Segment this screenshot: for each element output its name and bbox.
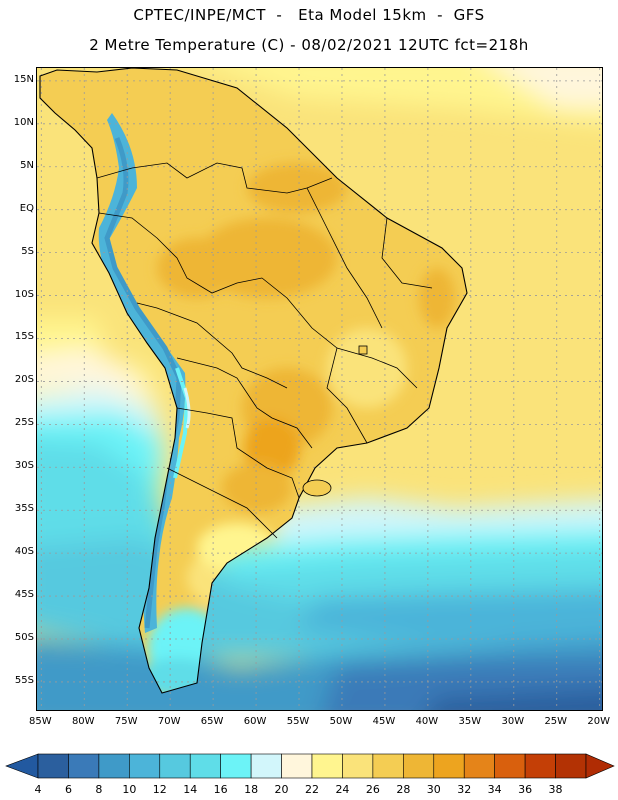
longitude-label: 60W xyxy=(244,716,267,727)
colorbar-swatch xyxy=(525,754,555,778)
map-panel xyxy=(36,67,603,711)
longitude-label: 20W xyxy=(587,716,610,727)
longitude-label: 80W xyxy=(72,716,95,727)
latitude-label: 5S xyxy=(4,246,34,257)
colorbar-swatch xyxy=(129,754,159,778)
latitude-label: 35S xyxy=(4,503,34,514)
latitude-label: EQ xyxy=(4,203,34,214)
longitude-label: 85W xyxy=(29,716,52,727)
colorbar-level-label: 12 xyxy=(153,783,167,796)
colorbar-level-label: 38 xyxy=(549,783,563,796)
longitude-label: 75W xyxy=(115,716,138,727)
longitude-label: 45W xyxy=(373,716,396,727)
colorbar-swatch xyxy=(403,754,433,778)
latitude-label: 10S xyxy=(4,289,34,300)
colorbar-level-label: 26 xyxy=(366,783,380,796)
latitude-label: 25S xyxy=(4,417,34,428)
latitude-label: 30S xyxy=(4,460,34,471)
longitude-label: 70W xyxy=(158,716,181,727)
chart-title-source: CPTEC/INPE/MCT - Eta Model 15km - GFS xyxy=(0,6,618,24)
latitude-label: 10N xyxy=(4,117,34,128)
colorbar-level-label: 34 xyxy=(488,783,502,796)
colorbar-swatch xyxy=(342,754,372,778)
colorbar-level-label: 22 xyxy=(305,783,319,796)
colorbar-swatch xyxy=(68,754,98,778)
colorbar-low-arrow xyxy=(6,754,38,778)
longitude-label: 30W xyxy=(501,716,524,727)
longitude-label: 65W xyxy=(201,716,224,727)
colorbar-level-label: 24 xyxy=(335,783,349,796)
colorbar-swatch xyxy=(373,754,403,778)
colorbar-level-label: 6 xyxy=(65,783,72,796)
colorbar-swatch xyxy=(160,754,190,778)
colorbar-swatch xyxy=(190,754,220,778)
colorbar-swatch xyxy=(312,754,342,778)
chart-title-variable: 2 Metre Temperature (C) - 08/02/2021 12U… xyxy=(0,36,618,54)
colorbar-swatch xyxy=(434,754,464,778)
colorbar-swatch xyxy=(38,754,68,778)
colorbar-level-label: 16 xyxy=(214,783,228,796)
latitude-label: 45S xyxy=(4,589,34,600)
colorbar-level-label: 4 xyxy=(35,783,42,796)
latitude-label: 15N xyxy=(4,74,34,85)
colorbar-level-label: 10 xyxy=(122,783,136,796)
latitude-label: 40S xyxy=(4,546,34,557)
colorbar-level-label: 32 xyxy=(457,783,471,796)
longitude-label: 50W xyxy=(330,716,353,727)
colorbar-swatch xyxy=(282,754,312,778)
latitude-label: 15S xyxy=(4,331,34,342)
longitude-label: 25W xyxy=(544,716,567,727)
latitude-label: 50S xyxy=(4,632,34,643)
colorbar-swatch xyxy=(556,754,586,778)
colorbar-level-label: 28 xyxy=(396,783,410,796)
temperature-map xyxy=(37,68,603,711)
colorbar-swatch xyxy=(495,754,525,778)
colorbar-swatch xyxy=(99,754,129,778)
colorbar-swatch xyxy=(464,754,494,778)
colorbar-level-label: 30 xyxy=(427,783,441,796)
colorbar-high-arrow xyxy=(586,754,614,778)
colorbar-level-label: 36 xyxy=(518,783,532,796)
colorbar-swatch xyxy=(221,754,251,778)
longitude-label: 55W xyxy=(287,716,310,727)
colorbar-level-label: 18 xyxy=(244,783,258,796)
colorbar-swatch xyxy=(251,754,281,778)
latitude-label: 20S xyxy=(4,374,34,385)
colorbar-level-label: 14 xyxy=(183,783,197,796)
colorbar-level-label: 8 xyxy=(95,783,102,796)
longitude-label: 40W xyxy=(416,716,439,727)
colorbar-level-label: 20 xyxy=(275,783,289,796)
latitude-label: 5N xyxy=(4,160,34,171)
latitude-label: 55S xyxy=(4,675,34,686)
longitude-label: 35W xyxy=(459,716,482,727)
